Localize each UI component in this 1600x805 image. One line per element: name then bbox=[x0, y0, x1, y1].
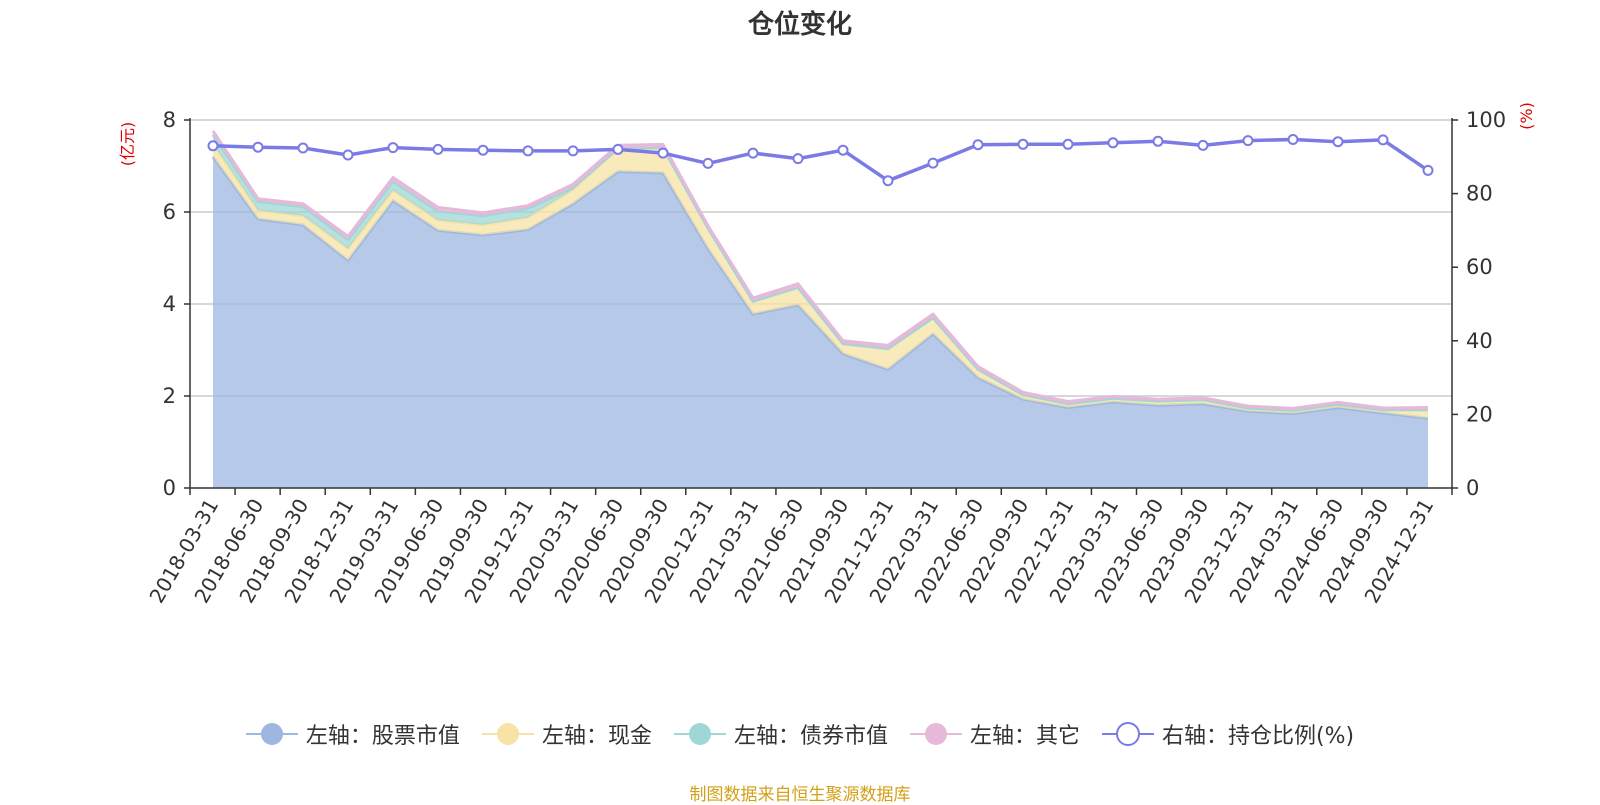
legend: 左轴：股票市值 左轴：现金 左轴：债券市值 左轴：其它 右轴：持仓比例(%) bbox=[0, 718, 1600, 750]
legend-item-1[interactable]: 左轴：现金 bbox=[481, 718, 652, 750]
ratio-point bbox=[387, 142, 399, 154]
legend-icon bbox=[1101, 722, 1154, 746]
y-left-tick-label: 2 bbox=[163, 384, 176, 408]
ratio-point bbox=[252, 141, 264, 153]
legend-label: 左轴：股票市值 bbox=[305, 724, 460, 749]
legend-icon bbox=[909, 723, 962, 745]
ratio-point bbox=[927, 157, 939, 169]
ratio-point bbox=[882, 175, 894, 187]
chart-title: 仓位变化 bbox=[747, 10, 852, 40]
stacked-areas bbox=[211, 130, 1429, 489]
legend-icon bbox=[673, 723, 726, 745]
legend-item-4[interactable]: 右轴：持仓比例(%) bbox=[1101, 718, 1355, 750]
y-right-tick-label: 60 bbox=[1466, 255, 1493, 279]
ratio-point bbox=[1287, 134, 1299, 145]
ratio-point bbox=[1197, 139, 1209, 151]
legend-label: 左轴：其它 bbox=[969, 724, 1080, 749]
ratio-point bbox=[432, 143, 444, 155]
ratio-point bbox=[1017, 138, 1029, 150]
ratio-point bbox=[342, 149, 354, 161]
ratio-point bbox=[972, 139, 984, 151]
y-left-tick-label: 4 bbox=[163, 292, 176, 316]
ratio-point bbox=[1152, 135, 1164, 147]
ratio-point bbox=[1422, 164, 1434, 176]
ratio-point bbox=[792, 153, 804, 165]
ratio-point bbox=[747, 147, 759, 159]
ratio-point bbox=[657, 147, 669, 159]
legend-item-3[interactable]: 左轴：其它 bbox=[909, 718, 1080, 750]
ratio-point bbox=[1377, 134, 1389, 146]
ratio-point bbox=[1107, 137, 1119, 149]
area-0 bbox=[213, 156, 1428, 489]
legend-icon bbox=[481, 723, 534, 745]
y-right-tick-label: 100 bbox=[1466, 108, 1506, 132]
ratio-point bbox=[702, 157, 714, 169]
ratio-point bbox=[1242, 135, 1254, 147]
y-right-tick-label: 20 bbox=[1466, 402, 1493, 426]
ratio-point bbox=[297, 142, 309, 154]
ratio-point bbox=[567, 145, 579, 157]
ratio-point bbox=[477, 144, 489, 156]
legend-label: 左轴：现金 bbox=[541, 724, 652, 749]
y-left-tick-label: 0 bbox=[163, 476, 176, 500]
y-axis-left-label: (亿元) bbox=[118, 122, 137, 167]
ratio-point bbox=[207, 140, 219, 152]
legend-item-0[interactable]: 左轴：股票市值 bbox=[245, 718, 460, 750]
area-edge-3 bbox=[211, 130, 1429, 410]
y-right-tick-label: 40 bbox=[1466, 329, 1493, 353]
ratio-point bbox=[522, 145, 534, 157]
ratio-point bbox=[837, 144, 849, 156]
y-right-tick-label: 0 bbox=[1466, 476, 1479, 500]
ratio-line-path bbox=[212, 137, 1429, 183]
ratio-point bbox=[1332, 136, 1344, 148]
legend-label: 右轴：持仓比例(%) bbox=[1161, 724, 1355, 749]
y-axis-right-label: (%) bbox=[1517, 102, 1536, 130]
legend-icon bbox=[245, 723, 298, 745]
legend-label: 左轴：债券市值 bbox=[733, 724, 888, 749]
y-left-tick-label: 8 bbox=[163, 108, 176, 132]
y-right-tick-label: 80 bbox=[1466, 182, 1493, 206]
data-source-note: 制图数据来自恒生聚源数据库 bbox=[689, 785, 911, 805]
ratio-line bbox=[207, 134, 1434, 187]
y-left-tick-label: 6 bbox=[163, 200, 176, 224]
legend-item-2[interactable]: 左轴：债券市值 bbox=[673, 718, 888, 750]
ratio-point bbox=[612, 143, 624, 155]
ratio-point bbox=[1062, 138, 1074, 150]
